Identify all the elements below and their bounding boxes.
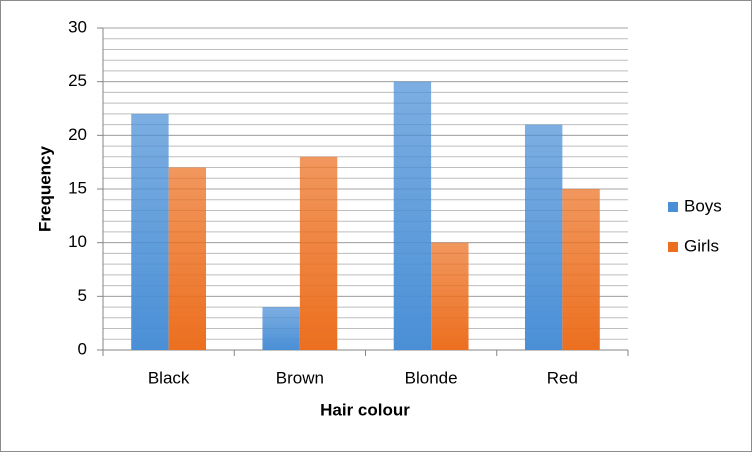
x-tick-label: Red (547, 368, 578, 387)
legend-label: Girls (684, 236, 719, 255)
y-tick-label: 5 (78, 286, 87, 305)
x-tick-label: Black (148, 368, 190, 387)
bar (562, 189, 600, 350)
x-axis-title: Hair colour (320, 400, 410, 419)
legend-swatch (668, 202, 678, 212)
legend-swatch (668, 242, 678, 252)
bar (168, 167, 207, 350)
x-tick-label: Blonde (405, 368, 458, 387)
y-tick-label: 25 (68, 71, 87, 90)
y-tick-label: 20 (68, 125, 87, 144)
bar (393, 81, 432, 351)
bar (299, 156, 338, 350)
bar (524, 124, 563, 350)
bar (262, 307, 300, 350)
y-tick-label: 15 (68, 178, 87, 197)
bar (431, 242, 469, 350)
bar (131, 113, 169, 350)
y-tick-label: 30 (68, 17, 87, 36)
y-tick-label: 10 (68, 232, 87, 251)
y-tick-label: 0 (78, 339, 87, 358)
x-tick-label: Brown (276, 368, 324, 387)
legend-label: Boys (684, 196, 722, 215)
y-axis-title: Frequency (35, 145, 54, 232)
